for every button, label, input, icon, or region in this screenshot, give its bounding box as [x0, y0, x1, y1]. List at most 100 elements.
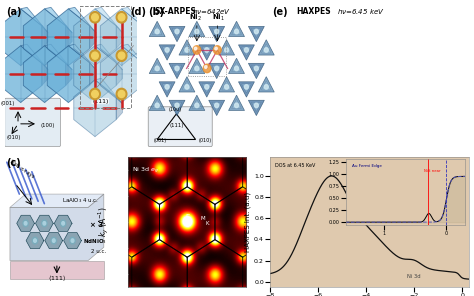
Text: K: K [205, 221, 209, 226]
Text: (001): (001) [1, 101, 15, 106]
Polygon shape [162, 47, 172, 56]
Polygon shape [10, 260, 104, 279]
Circle shape [235, 29, 238, 34]
Polygon shape [222, 44, 231, 53]
Polygon shape [209, 100, 225, 116]
Polygon shape [21, 44, 48, 70]
Circle shape [116, 88, 127, 100]
FancyBboxPatch shape [5, 98, 61, 147]
Polygon shape [23, 9, 66, 66]
Circle shape [42, 220, 47, 227]
Text: Soft x-rays: Soft x-rays [9, 159, 35, 179]
Polygon shape [21, 7, 48, 33]
Text: 2 u.c.: 2 u.c. [91, 249, 107, 254]
Circle shape [185, 85, 189, 89]
Polygon shape [192, 25, 201, 35]
Circle shape [215, 103, 219, 108]
Circle shape [116, 12, 127, 23]
Polygon shape [95, 44, 123, 70]
Polygon shape [42, 63, 48, 86]
Polygon shape [209, 63, 225, 79]
Polygon shape [74, 46, 116, 102]
Circle shape [215, 29, 219, 34]
Circle shape [61, 220, 66, 227]
Polygon shape [66, 26, 72, 49]
Text: (111): (111) [169, 123, 183, 128]
Polygon shape [248, 63, 264, 79]
Circle shape [215, 66, 219, 71]
Circle shape [118, 52, 125, 59]
Circle shape [116, 50, 127, 61]
Polygon shape [199, 45, 215, 60]
Text: (d): (d) [130, 7, 146, 17]
Circle shape [70, 237, 75, 244]
Circle shape [264, 85, 268, 89]
Polygon shape [95, 7, 123, 33]
Polygon shape [90, 26, 96, 49]
Polygon shape [100, 46, 143, 102]
Polygon shape [143, 26, 149, 49]
Polygon shape [182, 81, 191, 90]
Circle shape [195, 66, 199, 71]
Polygon shape [192, 99, 201, 108]
Polygon shape [42, 26, 48, 49]
Polygon shape [252, 28, 261, 38]
Text: $\langle$111$\rangle$: $\langle$111$\rangle$ [48, 274, 66, 284]
Polygon shape [179, 77, 195, 92]
Polygon shape [202, 84, 211, 93]
Polygon shape [152, 25, 162, 35]
Polygon shape [45, 44, 72, 70]
Circle shape [165, 85, 169, 89]
Polygon shape [159, 45, 175, 60]
Circle shape [203, 64, 211, 73]
Circle shape [235, 66, 238, 71]
Polygon shape [242, 84, 251, 93]
Polygon shape [228, 21, 245, 37]
Polygon shape [228, 58, 245, 73]
Polygon shape [232, 25, 241, 35]
Circle shape [213, 46, 221, 54]
Polygon shape [10, 194, 104, 260]
Polygon shape [238, 82, 255, 97]
Polygon shape [258, 40, 274, 55]
Y-axis label: HAXPES Int. (a.u): HAXPES Int. (a.u) [245, 192, 251, 252]
Polygon shape [212, 65, 221, 75]
Text: (100): (100) [41, 123, 55, 128]
Polygon shape [47, 46, 90, 102]
Circle shape [53, 239, 55, 242]
Polygon shape [162, 84, 172, 93]
Polygon shape [172, 28, 182, 38]
Circle shape [255, 29, 258, 34]
Polygon shape [149, 21, 165, 37]
Polygon shape [116, 63, 123, 86]
Polygon shape [121, 7, 149, 33]
Polygon shape [10, 194, 104, 207]
Circle shape [255, 66, 258, 71]
Polygon shape [23, 46, 66, 102]
Circle shape [90, 12, 100, 23]
Circle shape [175, 29, 179, 34]
Polygon shape [172, 65, 182, 75]
FancyBboxPatch shape [148, 107, 212, 147]
Polygon shape [182, 44, 191, 53]
Circle shape [205, 48, 209, 52]
Circle shape [91, 52, 98, 59]
Text: Ni 3d $e_g$: Ni 3d $e_g$ [132, 166, 158, 176]
Polygon shape [45, 233, 63, 249]
Circle shape [264, 48, 268, 52]
Circle shape [23, 220, 28, 227]
Polygon shape [212, 102, 221, 112]
Circle shape [185, 48, 189, 52]
Polygon shape [219, 77, 235, 92]
Circle shape [155, 29, 159, 34]
Polygon shape [238, 45, 255, 60]
Y-axis label: $k_y$ (A$^{-1}$): $k_y$ (A$^{-1}$) [97, 207, 111, 237]
Polygon shape [149, 95, 165, 110]
Polygon shape [242, 47, 251, 56]
Text: Ni$_2$: Ni$_2$ [189, 13, 202, 23]
Circle shape [91, 91, 98, 98]
Text: (010): (010) [198, 138, 211, 143]
Polygon shape [45, 7, 72, 33]
Circle shape [175, 103, 179, 108]
Polygon shape [248, 100, 264, 116]
